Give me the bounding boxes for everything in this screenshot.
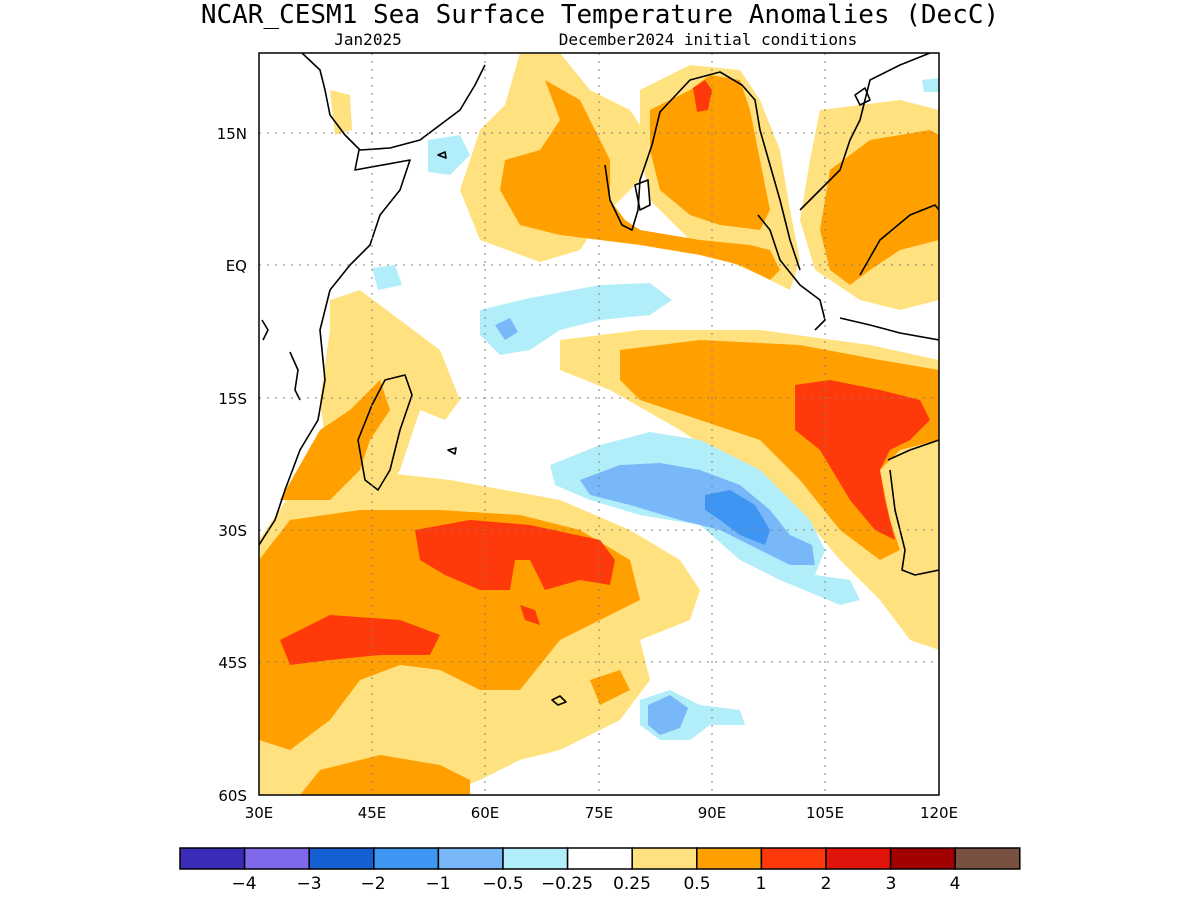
sst-field (259, 53, 939, 795)
colorbar-swatch (437, 847, 504, 870)
map-gridlines (259, 53, 939, 795)
colorbar-swatch (760, 847, 827, 870)
y-tick-30s: 30S (218, 522, 247, 540)
colorbar-swatch (179, 847, 246, 870)
y-tick-60s: 60S (218, 787, 247, 805)
x-axis-labels: 30E 45E 60E 75E 90E 105E 120E (245, 804, 958, 822)
colorbar-label: −0.25 (541, 874, 593, 894)
x-tick-30e: 30E (245, 804, 274, 822)
colorbar-swatch (825, 847, 892, 870)
colorbar (179, 847, 1021, 870)
colorbar-label: 0.5 (683, 874, 710, 894)
colorbar-label: 1 (756, 874, 767, 894)
x-tick-45e: 45E (358, 804, 387, 822)
colorbar-swatch (954, 847, 1021, 870)
y-tick-45s: 45S (218, 654, 247, 672)
y-tick-15s: 15S (218, 390, 247, 408)
colorbar-label: 4 (950, 874, 961, 894)
colorbar-swatch (243, 847, 310, 870)
colorbar-swatch (566, 847, 633, 870)
x-tick-105e: 105E (806, 804, 844, 822)
colorbar-swatch (502, 847, 569, 870)
initial-conditions: December2024 initial conditions (559, 30, 858, 49)
coastlines (259, 53, 939, 706)
x-tick-75e: 75E (585, 804, 614, 822)
colorbar-label: −2 (360, 874, 385, 894)
y-tick-15n: 15N (217, 125, 247, 143)
map-title: NCAR_CESM1 Sea Surface Temperature Anoma… (201, 0, 999, 30)
colorbar-swatch (631, 847, 698, 870)
colorbar-label: −4 (231, 874, 256, 894)
colorbar-label: −3 (296, 874, 321, 894)
y-tick-eq: EQ (226, 257, 247, 275)
colorbar-label: 2 (821, 874, 832, 894)
colorbar-swatch (696, 847, 763, 870)
colorbar-label: 0.25 (613, 874, 651, 894)
y-axis-labels: 15N EQ 15S 30S 45S 60S (217, 125, 247, 805)
colorbar-label: −1 (425, 874, 450, 894)
colorbar-swatch (889, 847, 956, 870)
colorbar-labels: −4 −3 −2 −1 −0.5 −0.25 0.25 0.5 1 2 3 4 (231, 874, 960, 894)
colorbar-label: −0.5 (482, 874, 523, 894)
colorbar-swatch (308, 847, 375, 870)
x-tick-90e: 90E (698, 804, 727, 822)
anomaly-red-regions (280, 80, 930, 665)
forecast-month: Jan2025 (334, 30, 401, 49)
x-tick-120e: 120E (920, 804, 958, 822)
colorbar-label: 3 (886, 874, 897, 894)
map-frame (258, 52, 940, 796)
x-tick-60e: 60E (471, 804, 500, 822)
colorbar-swatch (373, 847, 440, 870)
anomaly-midblue-region (705, 490, 770, 545)
